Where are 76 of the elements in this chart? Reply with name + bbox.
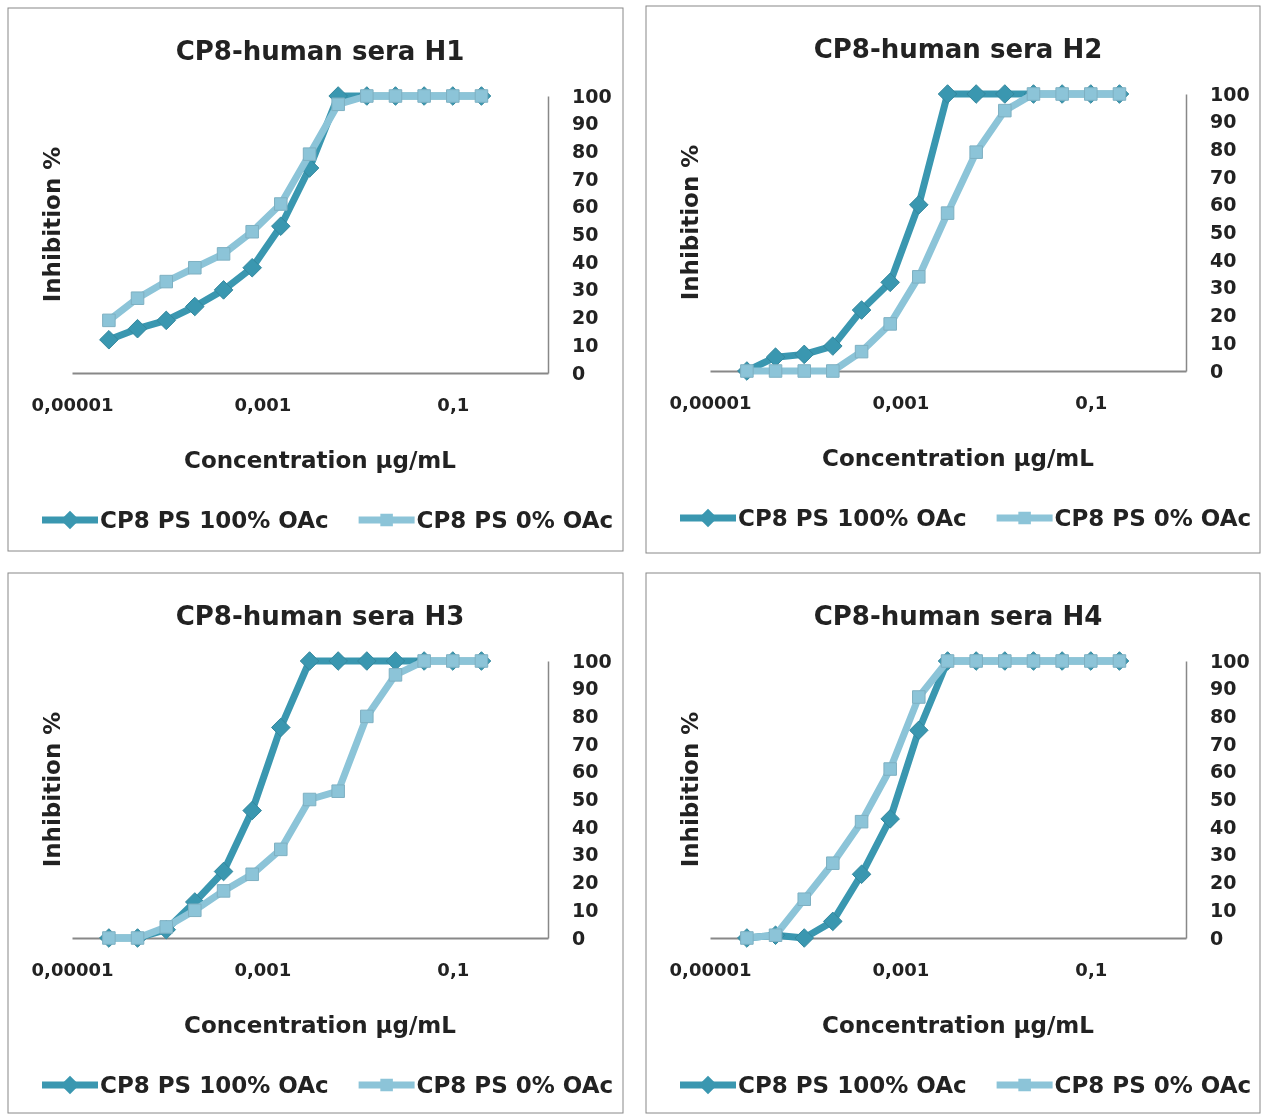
x-tick-label: 0,1 <box>1075 958 1108 980</box>
y-tick-label: 10 <box>572 898 599 921</box>
y-tick-label: 60 <box>572 195 599 218</box>
y-tick-label: 40 <box>572 250 599 273</box>
y-tick-label: 10 <box>1210 331 1237 354</box>
chart-title: CP8-human sera H4 <box>813 601 1103 631</box>
y-tick-label: 30 <box>1210 843 1237 866</box>
y-tick-label: 10 <box>1210 898 1237 921</box>
legend-label: CP8 PS 0% OAc <box>1054 1072 1252 1098</box>
y-tick-label: 50 <box>1210 788 1237 811</box>
y-tick-label: 100 <box>1210 82 1250 105</box>
y-tick-label: 40 <box>1210 248 1237 271</box>
legend-label: CP8 PS 0% OAc <box>416 1072 614 1098</box>
legend-label: CP8 PS 100% OAc <box>100 1072 329 1098</box>
x-tick-label: 0,00001 <box>31 393 114 415</box>
y-tick-label: 0 <box>572 926 586 949</box>
x-tick-label: 0,00001 <box>31 958 114 980</box>
y-axis-title: Inhibition % <box>677 711 703 868</box>
y-axis-title: Inhibition % <box>39 146 65 303</box>
y-tick-label: 50 <box>1210 221 1237 244</box>
y-tick-label: 70 <box>1210 165 1237 188</box>
y-tick-label: 70 <box>1210 732 1237 755</box>
y-tick-label: 80 <box>1210 137 1237 160</box>
x-axis-title: Concentration µg/mL <box>822 1012 1095 1038</box>
y-tick-label: 60 <box>1210 193 1237 216</box>
y-tick-label: 30 <box>572 843 599 866</box>
x-tick-label: 0,001 <box>872 391 930 413</box>
y-tick-label: 90 <box>1210 677 1237 700</box>
x-axis-title: Concentration µg/mL <box>822 445 1095 471</box>
y-tick-label: 40 <box>572 815 599 838</box>
y-tick-label: 60 <box>572 760 599 783</box>
y-tick-label: 30 <box>1210 276 1237 299</box>
y-tick-label: 100 <box>572 84 612 107</box>
y-tick-label: 90 <box>572 112 599 135</box>
y-tick-label: 20 <box>572 306 599 329</box>
chart-title: CP8-human sera H3 <box>175 601 465 631</box>
y-tick-label: 50 <box>572 788 599 811</box>
x-tick-label: 0,001 <box>234 958 292 980</box>
y-axis-title: Inhibition % <box>39 711 65 868</box>
x-axis-title: Concentration µg/mL <box>184 447 457 473</box>
x-tick-label: 0,1 <box>1075 391 1108 413</box>
y-tick-label: 90 <box>1210 110 1237 133</box>
legend-label: CP8 PS 100% OAc <box>738 505 967 531</box>
y-tick-label: 50 <box>572 223 599 246</box>
y-tick-label: 70 <box>572 732 599 755</box>
x-tick-label: 0,1 <box>437 958 470 980</box>
y-tick-label: 80 <box>1210 704 1237 727</box>
x-tick-label: 0,001 <box>234 393 292 415</box>
y-tick-label: 70 <box>572 167 599 190</box>
legend-label: CP8 PS 0% OAc <box>416 507 614 533</box>
legend-label: CP8 PS 0% OAc <box>1054 505 1252 531</box>
legend-label: CP8 PS 100% OAc <box>738 1072 967 1098</box>
y-tick-label: 80 <box>572 139 599 162</box>
y-tick-label: 20 <box>1210 304 1237 327</box>
y-tick-label: 0 <box>572 361 586 384</box>
x-tick-label: 0,00001 <box>669 391 752 413</box>
y-axis-title: Inhibition % <box>677 144 703 301</box>
y-tick-label: 0 <box>1210 359 1224 382</box>
y-tick-label: 100 <box>572 649 612 672</box>
y-tick-label: 10 <box>572 333 599 356</box>
x-tick-label: 0,1 <box>437 393 470 415</box>
y-tick-label: 20 <box>572 871 599 894</box>
chart-title: CP8-human sera H2 <box>813 34 1103 64</box>
chart-title: CP8-human sera H1 <box>175 36 465 66</box>
y-tick-label: 100 <box>1210 649 1250 672</box>
x-tick-label: 0,001 <box>872 958 930 980</box>
legend-label: CP8 PS 100% OAc <box>100 507 329 533</box>
y-tick-label: 60 <box>1210 760 1237 783</box>
y-tick-label: 80 <box>572 704 599 727</box>
y-tick-label: 90 <box>572 677 599 700</box>
x-tick-label: 0,00001 <box>669 958 752 980</box>
x-axis-title: Concentration µg/mL <box>184 1012 457 1038</box>
y-tick-label: 20 <box>1210 871 1237 894</box>
y-tick-label: 30 <box>572 278 599 301</box>
y-tick-label: 0 <box>1210 926 1224 949</box>
y-tick-label: 40 <box>1210 815 1237 838</box>
